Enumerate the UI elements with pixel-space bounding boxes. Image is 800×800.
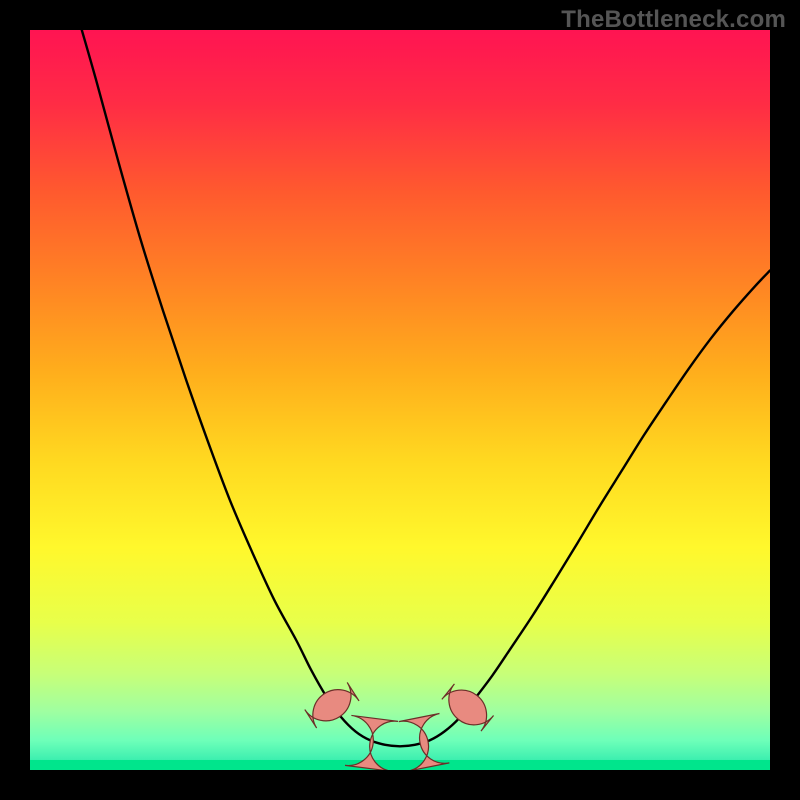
bottleneck-chart <box>30 30 770 770</box>
chart-bottom-band <box>30 760 770 770</box>
chart-background <box>30 30 770 770</box>
watermark-text: TheBottleneck.com <box>561 6 786 34</box>
